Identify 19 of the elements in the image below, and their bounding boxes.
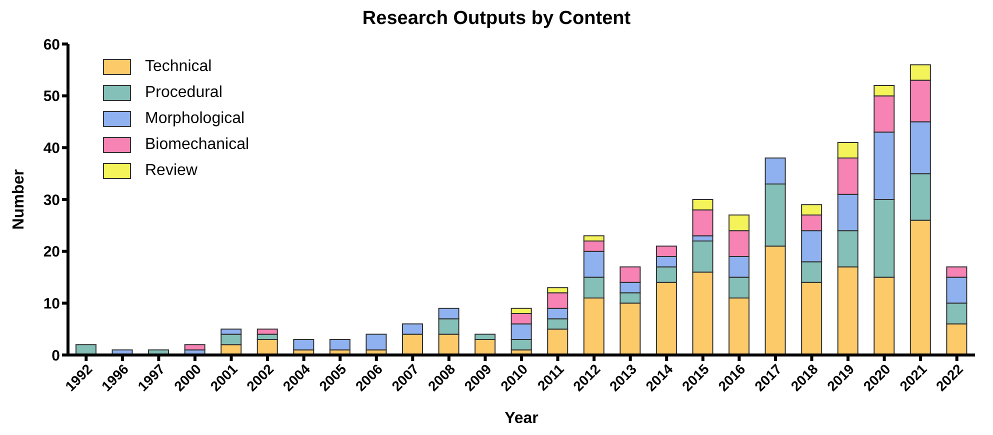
x-axis-title: Year xyxy=(504,410,538,427)
bar xyxy=(184,344,206,350)
y-axis-title: Number xyxy=(10,169,28,230)
bar xyxy=(329,338,350,350)
y-tick-label: 40 xyxy=(43,140,60,157)
chart-title: Research Outputs by Content xyxy=(361,8,632,31)
legend-label: Biomechanical xyxy=(145,135,250,155)
legend-label: Technical xyxy=(145,57,212,77)
bar xyxy=(366,334,387,350)
y-tick-label: 0 xyxy=(52,347,60,364)
legend-label: Morphological xyxy=(145,109,245,129)
legend-label: Review xyxy=(145,161,198,181)
legend-label: Procedural xyxy=(145,83,222,103)
y-tick-label: 50 xyxy=(43,88,60,106)
y-tick-label: 10 xyxy=(43,295,60,312)
y-tick-label: 30 xyxy=(43,192,60,209)
y-tick-label: 20 xyxy=(43,244,60,261)
bar xyxy=(293,338,314,350)
y-tick-label: 60 xyxy=(43,36,60,54)
